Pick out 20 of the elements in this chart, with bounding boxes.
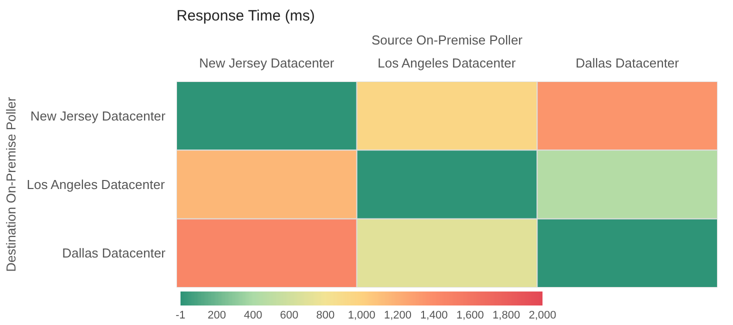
color-bar-label: 400: [244, 310, 262, 322]
color-bar-label: 600: [280, 310, 298, 322]
chart-title: Response Time (ms): [176, 8, 315, 24]
color-bar-label: 1,000: [348, 310, 376, 322]
color-bar-label: 2,000: [528, 310, 556, 322]
y-axis-title: Destination On-Premise Poller: [4, 96, 19, 272]
color-bar-label: 800: [316, 310, 335, 322]
color-bar-label: 1,600: [456, 310, 484, 322]
y-tick-label: Los Angeles Datacenter: [26, 177, 166, 192]
color-bar-label: 200: [208, 310, 226, 322]
color-bar-label: 1,800: [492, 310, 520, 322]
color-bar-label: 1,400: [420, 310, 448, 322]
y-tick-label: New Jersey Datacenter: [30, 108, 166, 124]
x-axis-title: Source On-Premise Poller: [372, 32, 524, 48]
x-tick-label: New Jersey Datacenter: [199, 56, 335, 70]
color-bar-label: 1,200: [384, 310, 412, 322]
y-tick-label: Dallas Datacenter: [62, 246, 166, 261]
color-bar-label: -1: [176, 310, 186, 322]
x-tick-label: Dallas Datacenter: [576, 56, 680, 70]
x-tick-label: Los Angeles Datacenter: [378, 56, 516, 70]
